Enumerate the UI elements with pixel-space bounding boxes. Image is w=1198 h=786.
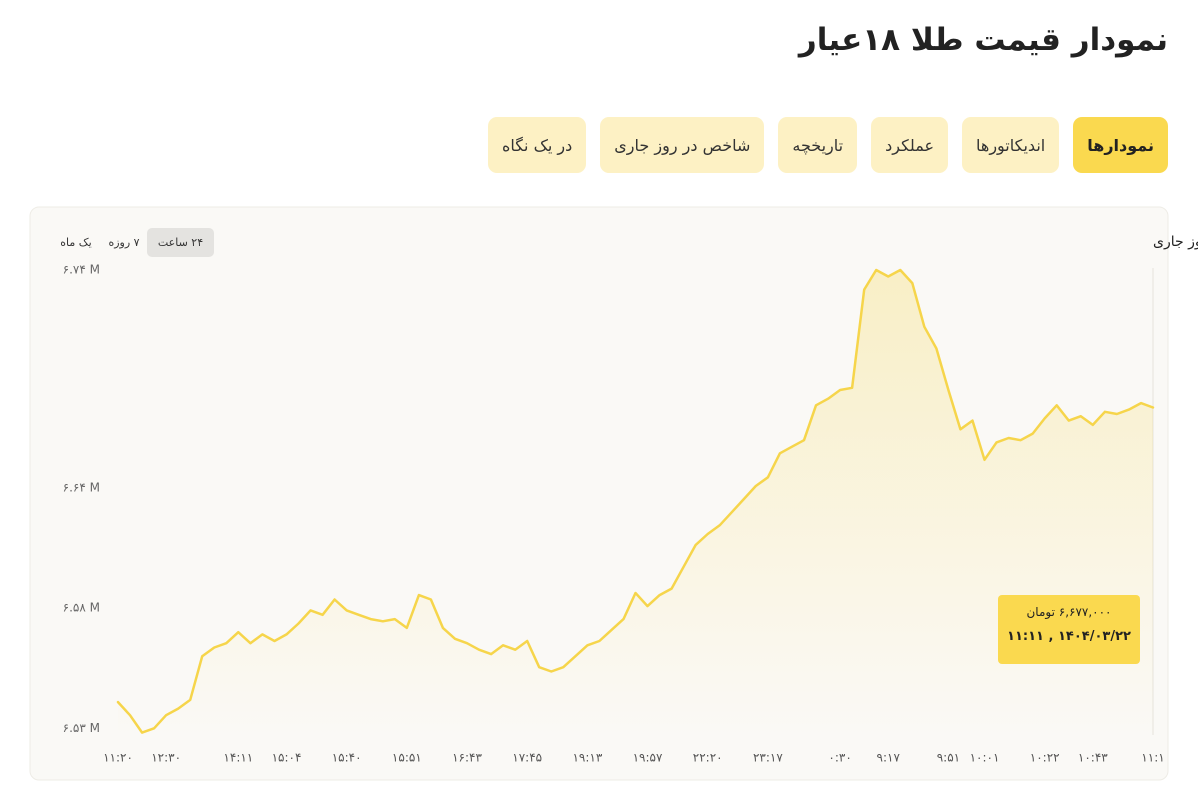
tab[interactable]: نمودارها bbox=[1073, 117, 1168, 173]
x-tick-label: ۱۱:۱ bbox=[1141, 751, 1164, 765]
x-tick-label: ۱۲:۳۰ bbox=[151, 751, 181, 765]
tab[interactable]: اندیکاتورها bbox=[962, 117, 1060, 173]
range-button-label: ۷ روزه bbox=[108, 236, 139, 249]
x-tick-label: ۱۵:۴۰ bbox=[332, 751, 362, 765]
x-tick-label: ۱۰:۲۲ bbox=[1030, 751, 1060, 765]
page-title: نمودار قیمت طلا ۱۸عیار bbox=[798, 22, 1168, 58]
x-tick-label: ۱۰:۰۱ bbox=[970, 751, 1000, 765]
tab[interactable]: در یک نگاه bbox=[487, 117, 587, 173]
line bbox=[116, 268, 1155, 734]
x-tick-label: ۱۶:۴۳ bbox=[452, 751, 482, 765]
y-tick-label: ۶.۵۸ M bbox=[63, 601, 100, 615]
y-tick-label: ۶.۷۴ M bbox=[63, 262, 100, 276]
x-tick-label: ۰:۳۰ bbox=[828, 751, 851, 765]
tab[interactable]: عملکرد bbox=[871, 117, 948, 173]
x-tick-label: ۱۹:۵۷ bbox=[633, 751, 663, 765]
range-button[interactable]: ۲۴ ساعت bbox=[147, 228, 214, 257]
x-tick-label: ۱۰:۴۳ bbox=[1078, 751, 1108, 765]
range-button-label: یک ماه bbox=[60, 236, 91, 249]
tooltip-date: ۱۴۰۴/۰۳/۲۲ , ۱۱:۱۱ bbox=[1007, 629, 1131, 644]
x-tick-label: ۹:۱۷ bbox=[877, 751, 901, 765]
tab-bar: در یک نگاه شاخص در روز جاری تاریخچه عملکرد ا… bbox=[487, 117, 1168, 173]
tab[interactable]: تاریخچه bbox=[778, 117, 858, 173]
range-button[interactable]: ۷ روزه bbox=[108, 236, 139, 249]
x-tick-label: ۱۵:۰۴ bbox=[272, 751, 302, 765]
tooltip: ۶,۶۷۷,۰۰۰ تومان ۱۴۰۴/۰۳/۲۲ , ۱۱:۱۱ bbox=[998, 595, 1140, 664]
range-button[interactable]: یک ماه bbox=[60, 236, 91, 249]
tooltip-unit: تومان bbox=[1026, 605, 1055, 619]
chart-title: نوسانات طلای ۱۸ عیار / ۷۵۰ در روز جاری bbox=[1153, 234, 1198, 250]
x-tick-label: ۱۷:۴۵ bbox=[512, 751, 542, 765]
x-tick-label: ۱۹:۱۳ bbox=[572, 751, 602, 765]
x-tick-label: ۹:۵۱ bbox=[937, 751, 960, 765]
x-tick-label: ۱۴:۱۱ bbox=[223, 751, 253, 765]
x-tick-label: ۱۵:۵۱ bbox=[392, 751, 422, 765]
tab[interactable]: شاخص در روز جاری bbox=[600, 117, 765, 173]
range-button-label: ۲۴ ساعت bbox=[158, 236, 203, 249]
x-tick-label: ۱۱:۲۰ bbox=[103, 751, 133, 765]
range-button-bg bbox=[147, 228, 214, 257]
x-tick-label: ۲۲:۲۰ bbox=[693, 751, 723, 765]
x-tick-label: ۲۳:۱۷ bbox=[753, 751, 783, 765]
tooltip-price: ۶,۶۷۷,۰۰۰ تومان bbox=[1006, 605, 1132, 619]
y-tick-label: ۶.۶۴ M bbox=[63, 481, 100, 495]
y-tick-label: ۶.۵۳ M bbox=[63, 721, 100, 735]
tooltip-value: ۶,۶۷۷,۰۰۰ bbox=[1058, 605, 1112, 619]
